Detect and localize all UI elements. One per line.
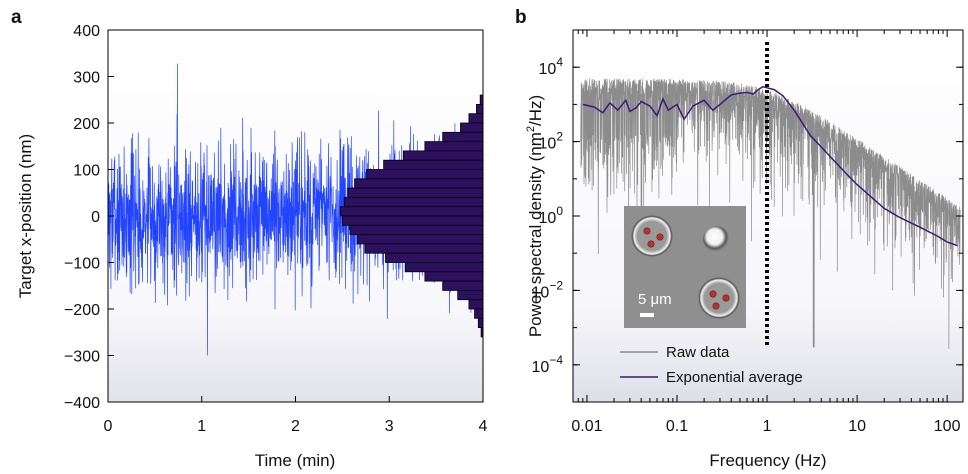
histogram-bar [349, 224, 483, 236]
x-tick-label: 3 [385, 418, 394, 435]
histogram-bar [364, 243, 483, 254]
panel-b-exponential-average [582, 85, 958, 247]
histogram-bar [347, 187, 483, 198]
histogram-bar [424, 271, 483, 282]
legend-label-raw: Raw data [666, 344, 730, 361]
panel-b-y-axis-label-sup: 2 [525, 126, 537, 132]
histogram-bar [477, 317, 483, 328]
histogram-bar [474, 308, 483, 319]
x-tick-label: 10 [848, 418, 866, 435]
histogram-bar [480, 327, 483, 338]
y-tick-label: 300 [73, 70, 100, 87]
y-tick-label: 100 [73, 163, 100, 180]
y-tick-label: −100 [64, 256, 100, 273]
inset-marker-dot [722, 294, 730, 302]
panel-b-label: b [515, 7, 527, 28]
histogram-bar [442, 280, 483, 291]
histogram-bar [468, 299, 483, 310]
histogram-bar [404, 262, 483, 273]
panel-b-y-axis-label-end: /Hz) [526, 95, 545, 126]
x-tick-label: 100 [934, 418, 961, 435]
panel-a-x-ticks: 0 1 2 3 4 [104, 396, 488, 435]
x-tick-label: 0.01 [571, 418, 602, 435]
inset-marker-dot [643, 227, 651, 235]
panel-b-x-ticks: 0.01 0.1 1 10 100 [571, 30, 961, 435]
panel-b-y-axis-label: Power spectral density (nm2/Hz) [525, 95, 545, 337]
y-tick-label: 0 [91, 209, 100, 226]
y-tick-label: −300 [64, 349, 100, 366]
y-tick-label: 104 [539, 55, 564, 78]
panel-b-legend: Raw data Exponential average [620, 344, 803, 386]
y-tick-label: 102 [539, 130, 564, 153]
inset-marker-dot [709, 290, 717, 298]
x-tick-label: 0.1 [666, 418, 688, 435]
panel-b-average-group [582, 85, 958, 247]
panel-a: 0 1 2 3 4 400 300 200 100 0 −100 −200 −300 −400 a Ti… [11, 7, 488, 470]
panel-b-raw-psd [580, 78, 961, 349]
inset-micrograph: 5 μm [624, 206, 746, 328]
x-tick-label: 0 [104, 418, 113, 435]
y-tick-label: −400 [64, 395, 100, 412]
y-tick-label: 10−4 [532, 353, 564, 376]
histogram-bar [340, 206, 483, 217]
histogram-bar [356, 234, 483, 245]
panel-b-x-axis-label: Frequency (Hz) [709, 451, 826, 470]
x-tick-label: 2 [291, 418, 300, 435]
inset-scale-bar [640, 313, 654, 317]
x-tick-label: 4 [479, 418, 488, 435]
inset-marker-dot [712, 302, 720, 310]
histogram-bar [460, 122, 483, 133]
histogram-bar [343, 196, 483, 208]
histogram-bar [457, 289, 483, 301]
panel-a-label: a [11, 7, 22, 28]
panel-b-y-ticks: 104 102 100 10−2 10−4 [532, 55, 963, 403]
inset-marker-dot [656, 233, 664, 241]
histogram-bar [476, 104, 483, 115]
y-tick-label: 200 [73, 116, 100, 133]
histogram-bar [442, 131, 483, 143]
inset-marker-dot [647, 240, 655, 248]
histogram-bar [341, 215, 483, 226]
histogram-bar [383, 159, 483, 170]
inset-bead [703, 226, 729, 252]
panel-b-raw-data-group [580, 78, 961, 349]
panel-b: 0.01 0.1 1 10 100 104 102 100 10−2 10−4 b Freque… [515, 7, 964, 470]
histogram-bar [468, 113, 483, 124]
panel-a-y-ticks: 400 300 200 100 0 −100 −200 −300 −400 [64, 23, 114, 412]
x-tick-label: 1 [763, 418, 772, 435]
histogram-bar [424, 141, 483, 152]
histogram-bar [366, 169, 483, 180]
x-tick-label: 1 [197, 418, 206, 435]
y-tick-label: 400 [73, 23, 100, 40]
legend-label-average: Exponential average [666, 369, 803, 386]
panel-a-histogram-group [340, 94, 483, 338]
inset-scale-label: 5 μm [638, 291, 672, 308]
inset-cell-ring [631, 215, 673, 257]
panel-a-y-axis-label: Target x-position (nm) [16, 134, 35, 298]
panel-a-x-axis-label: Time (min) [255, 451, 336, 470]
inset-cell-ring [698, 277, 740, 319]
histogram-bar [385, 252, 483, 263]
panel-b-y-axis-label-main: Power spectral density (nm [526, 132, 545, 337]
y-tick-label: −200 [64, 302, 100, 319]
histogram-bar [402, 150, 483, 161]
y-tick-label: 100 [539, 204, 564, 227]
histogram-bar [354, 178, 483, 189]
y-tick-label: 10−2 [532, 278, 564, 301]
